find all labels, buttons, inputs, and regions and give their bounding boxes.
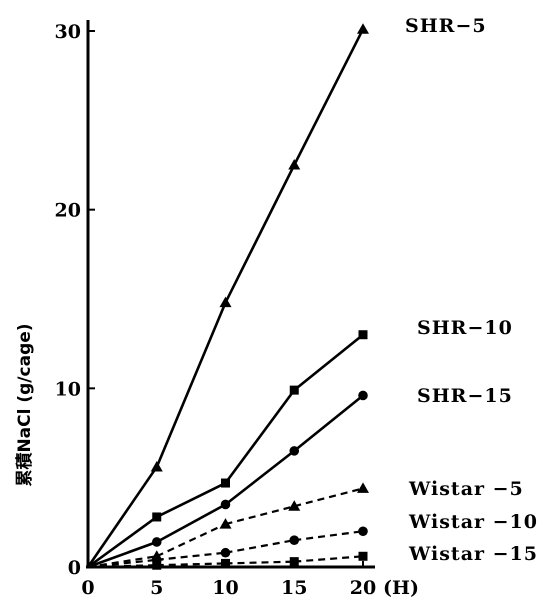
y-tick-label: 10 bbox=[55, 378, 81, 400]
series-line-segment bbox=[225, 539, 295, 554]
data-point-square bbox=[358, 330, 368, 340]
data-point-square bbox=[289, 385, 299, 395]
data-point-triangle bbox=[219, 296, 232, 308]
series-line-segment bbox=[293, 487, 364, 508]
series-line-segment bbox=[225, 505, 295, 526]
data-point-circle bbox=[358, 526, 368, 537]
data-point-triangle bbox=[150, 460, 163, 472]
series-label: Wistar −15 bbox=[408, 543, 538, 565]
data-point-circle bbox=[220, 547, 231, 558]
series-line-segment bbox=[156, 523, 226, 558]
series-line-segment bbox=[294, 555, 364, 563]
series-line-segment bbox=[224, 449, 296, 506]
series-line-segment bbox=[86, 466, 158, 568]
data-point-triangle bbox=[288, 500, 301, 511]
series-line-segment bbox=[225, 560, 295, 565]
data-point-circle bbox=[358, 390, 368, 401]
series-label: Wistar −5 bbox=[408, 478, 524, 500]
x-tick-label: 20 bbox=[350, 577, 376, 598]
series-line-segment bbox=[156, 481, 227, 519]
series-line-segment bbox=[293, 333, 364, 392]
series-line-segment bbox=[293, 394, 364, 452]
data-point-circle bbox=[289, 446, 300, 456]
series-line-segment bbox=[294, 530, 364, 542]
series-line-segment bbox=[156, 551, 226, 561]
y-tick-label: 0 bbox=[68, 557, 81, 579]
data-point-triangle bbox=[288, 159, 301, 170]
data-point-circle bbox=[220, 499, 231, 510]
data-point-triangle bbox=[219, 518, 232, 529]
series-line-segment bbox=[155, 302, 227, 468]
y-tick-label: 20 bbox=[55, 200, 81, 222]
data-point-square bbox=[289, 557, 299, 567]
data-point-square bbox=[152, 560, 162, 570]
y-axis-title: 累積NaCl (g/cage) bbox=[14, 323, 35, 486]
series-line-segment bbox=[156, 562, 226, 567]
x-tick-label: 0 bbox=[81, 577, 94, 598]
series-line-segment bbox=[87, 555, 157, 569]
data-point-square bbox=[221, 558, 230, 568]
series-line-segment bbox=[224, 389, 296, 484]
data-point-circle bbox=[289, 535, 300, 545]
series-line-segment bbox=[156, 503, 227, 544]
x-tick-label: 5 bbox=[150, 577, 163, 598]
series-label: SHR−5 bbox=[405, 15, 487, 37]
data-point-triangle bbox=[357, 482, 369, 493]
y-tick-label: 30 bbox=[55, 21, 81, 43]
series-label: Wistar −10 bbox=[408, 511, 538, 533]
data-point-square bbox=[358, 551, 368, 561]
data-point-triangle bbox=[357, 23, 369, 34]
series-label: SHR−15 bbox=[417, 385, 513, 407]
series-line-segment bbox=[87, 515, 158, 569]
data-point-circle bbox=[151, 537, 162, 547]
series-line-segment bbox=[87, 540, 158, 569]
series-label: SHR−10 bbox=[417, 317, 513, 339]
x-tick-label: 10 bbox=[212, 577, 238, 598]
x-axis-unit: (H) bbox=[383, 577, 419, 598]
x-tick-label: 15 bbox=[281, 577, 307, 598]
data-point-square bbox=[221, 478, 230, 488]
series-line-segment bbox=[293, 28, 365, 166]
series-line-segment bbox=[224, 164, 296, 304]
data-point-square bbox=[152, 512, 162, 522]
